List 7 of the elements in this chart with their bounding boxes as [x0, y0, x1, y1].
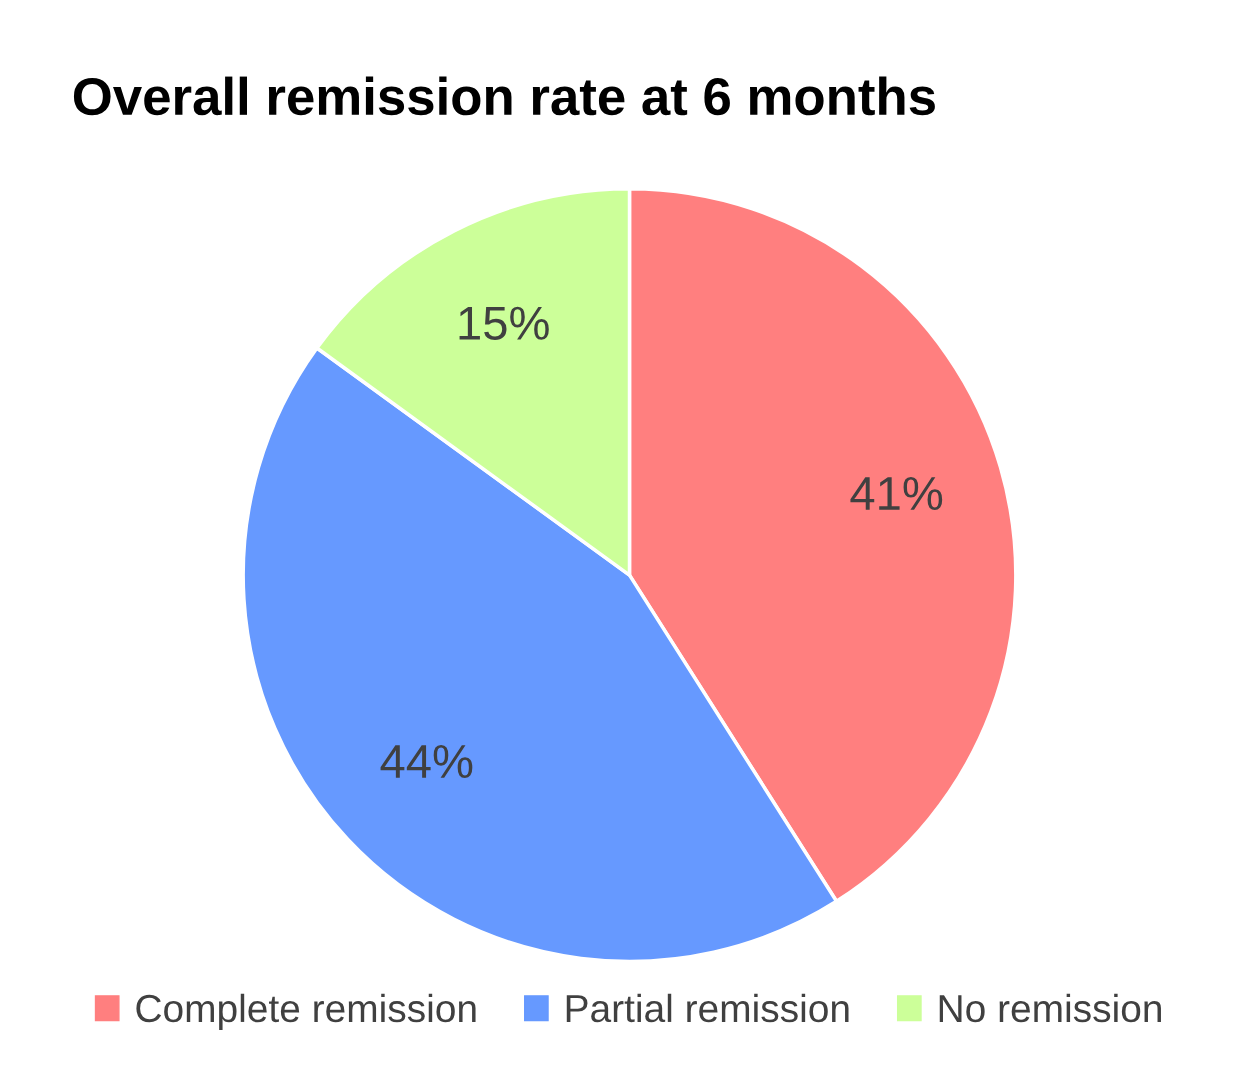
data-label: 44%: [380, 744, 473, 778]
data-label: 15%: [459, 306, 549, 340]
legend-label: No remission: [939, 993, 1161, 1023]
chart-title: Overall remission rate at 6 months: [73, 76, 935, 116]
legend-label: Complete remission: [136, 993, 476, 1030]
legend-label: Partial remission: [566, 993, 849, 1023]
data-label: 41%: [850, 476, 943, 510]
